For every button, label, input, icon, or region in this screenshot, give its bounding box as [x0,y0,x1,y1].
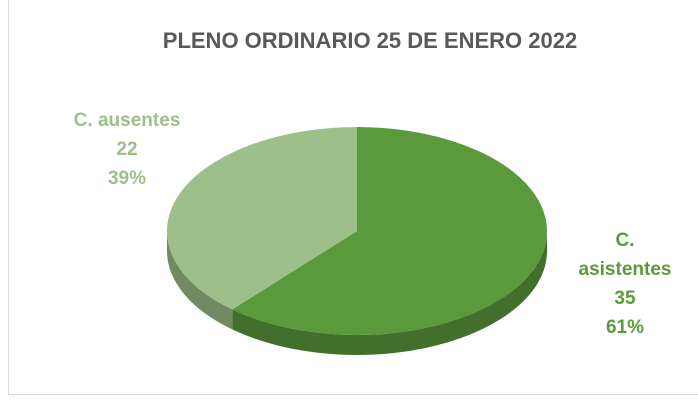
data-label: C. ausentes 22 39% [72,106,182,193]
slice [232,127,547,335]
slice [166,126,357,310]
chart-title: PLENO ORDINARIO 25 DE ENERO 2022 [162,28,578,53]
data-label: C. asistentes 35 61% [570,226,680,342]
category-label: C. asistentes [578,230,672,280]
slice-side [232,231,548,356]
value-label: 22 [116,139,138,160]
percent-label: 39% [107,168,147,189]
slice-side [167,231,233,330]
value-label: 35 [614,288,636,309]
chart-frame [8,0,698,395]
category-label: C. ausentes [73,110,181,131]
percent-label: 61% [605,317,645,338]
